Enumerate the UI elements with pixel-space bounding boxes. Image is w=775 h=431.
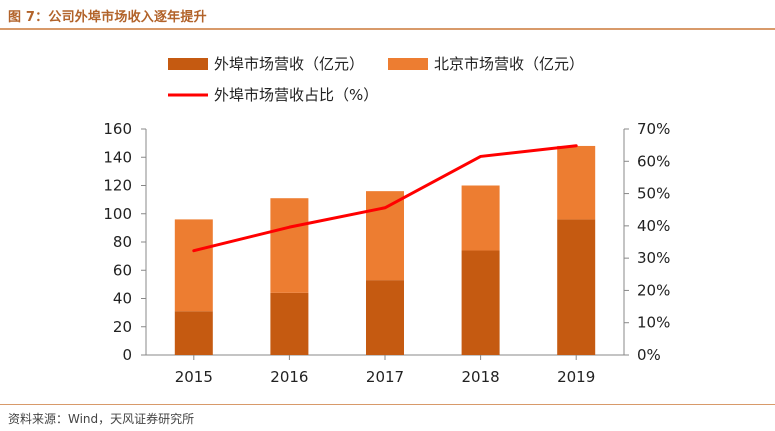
source-divider bbox=[0, 404, 775, 405]
x-tick-label: 2016 bbox=[270, 368, 308, 386]
y2-tick-label: 60% bbox=[637, 152, 670, 170]
figure-title: 图 7：公司外埠市场收入逐年提升 bbox=[8, 10, 207, 25]
y2-tick-label: 10% bbox=[637, 314, 670, 332]
bar-beijing-2015 bbox=[174, 219, 213, 312]
legend-label-beijing: 北京市场营收（亿元） bbox=[434, 55, 584, 73]
y-tick-label: 100 bbox=[103, 205, 132, 223]
y2-tick-label: 70% bbox=[637, 120, 670, 138]
bar-outer-2015 bbox=[174, 311, 213, 355]
legend: 外埠市场营收（亿元） 北京市场营收（亿元） 外埠市场营收占比（%） bbox=[168, 55, 584, 104]
x-tick-label: 2017 bbox=[366, 368, 404, 386]
legend-label-ratio: 外埠市场营收占比（%） bbox=[214, 86, 378, 104]
y-tick-label: 60 bbox=[113, 261, 132, 279]
bar-beijing-2018 bbox=[461, 185, 500, 251]
plot-area: 0 20 40 60 80 100 120 140 160 0% 10% 20% 30% 40% 50% 60… bbox=[103, 120, 670, 386]
title-divider bbox=[0, 28, 775, 30]
y-tick-label: 140 bbox=[103, 148, 132, 166]
bar-outer-2019 bbox=[557, 219, 596, 355]
bar-beijing-2017 bbox=[366, 191, 404, 281]
bar-beijing-2019 bbox=[557, 145, 596, 220]
x-tick-label: 2019 bbox=[557, 368, 595, 386]
y-tick-label: 120 bbox=[103, 177, 132, 195]
y-tick-label: 20 bbox=[113, 318, 132, 336]
chart-canvas: 外埠市场营收（亿元） 北京市场营收（亿元） 外埠市场营收占比（%） 0 20 40 6… bbox=[103, 55, 670, 386]
source-note: 资料来源：Wind，天风证券研究所 bbox=[8, 412, 195, 426]
legend-swatch-outer bbox=[168, 58, 208, 70]
y-tick-label: 40 bbox=[113, 290, 132, 308]
y2-tick-label: 20% bbox=[637, 281, 670, 299]
y2-tick-label: 40% bbox=[637, 217, 670, 235]
ratio-line bbox=[192, 144, 578, 253]
legend-swatch-beijing bbox=[388, 58, 428, 70]
legend-label-outer: 外埠市场营收（亿元） bbox=[214, 55, 364, 73]
y2-tick-label: 50% bbox=[637, 185, 670, 203]
y-tick-label: 160 bbox=[103, 120, 132, 138]
y2-tick-label: 30% bbox=[637, 249, 670, 267]
bar-outer-2018 bbox=[461, 250, 500, 355]
bar-beijing-2016 bbox=[270, 198, 309, 293]
x-tick-label: 2015 bbox=[175, 368, 213, 386]
y-tick-label: 0 bbox=[122, 346, 132, 364]
bar-outer-2017 bbox=[366, 280, 404, 355]
y2-tick-label: 0% bbox=[637, 346, 661, 364]
y-tick-label: 80 bbox=[113, 233, 132, 251]
bar-outer-2016 bbox=[270, 292, 309, 355]
x-tick-label: 2018 bbox=[462, 368, 500, 386]
